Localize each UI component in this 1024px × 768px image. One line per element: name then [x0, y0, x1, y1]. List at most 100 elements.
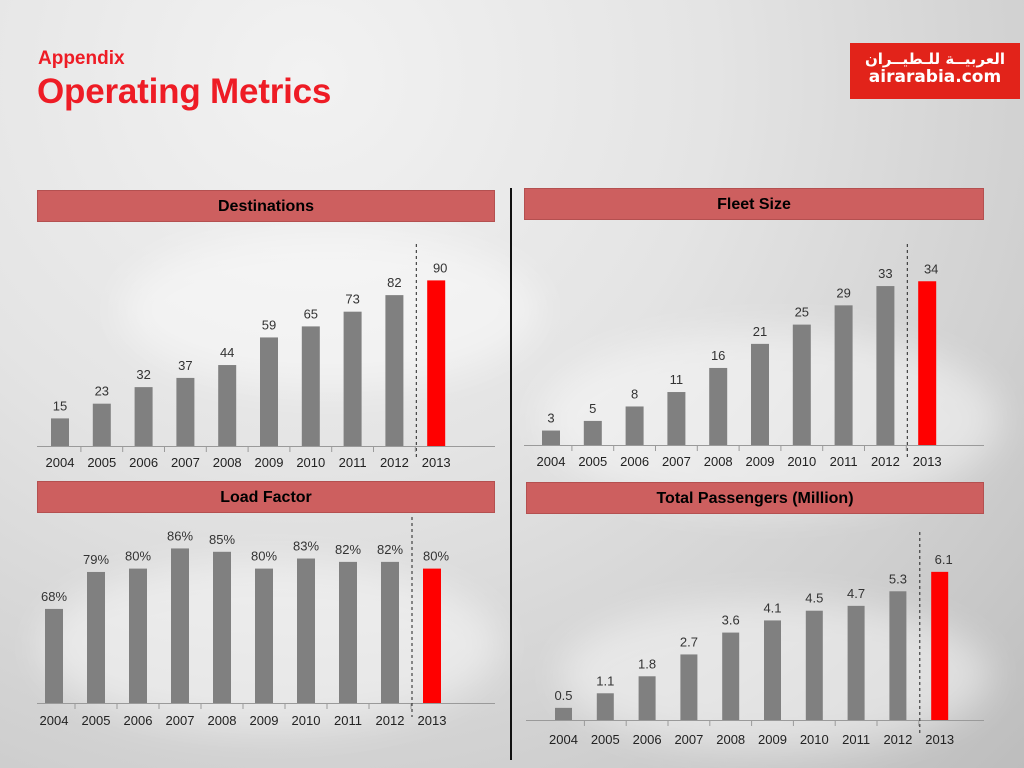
bar [213, 551, 231, 703]
bar [339, 561, 357, 703]
bar [583, 420, 602, 445]
vertical-divider [510, 188, 512, 760]
x-tick-label: 2008 [208, 713, 237, 728]
bar [847, 605, 865, 720]
x-tick-label: 2008 [213, 455, 242, 470]
logo-arabic-text: العربيــة للـطيــران [864, 50, 1006, 68]
data-label: 59 [262, 317, 276, 332]
data-label: 16 [711, 348, 725, 363]
bar [134, 387, 153, 446]
bar [638, 676, 656, 720]
bar [751, 343, 769, 445]
x-tick-label: 2012 [376, 713, 405, 728]
bar [709, 367, 728, 445]
data-label: 0.5 [554, 688, 572, 703]
data-label: 80% [251, 549, 277, 564]
x-tick-label: 2006 [129, 455, 158, 470]
data-label: 4.1 [763, 600, 781, 615]
data-label: 85% [209, 532, 235, 547]
x-tick-label: 2004 [549, 732, 578, 747]
data-label: 5 [589, 401, 596, 416]
x-tick-label: 2010 [296, 455, 325, 470]
x-tick-label: 2009 [255, 455, 284, 470]
data-label: 4.7 [847, 586, 865, 601]
bar [260, 337, 278, 446]
bar-highlight [427, 280, 446, 446]
x-tick-label: 2005 [591, 732, 620, 747]
bar [45, 608, 63, 703]
x-tick-label: 2006 [633, 732, 662, 747]
data-label: 37 [178, 358, 192, 373]
x-tick-label: 2012 [380, 455, 409, 470]
x-tick-label: 2013 [422, 455, 451, 470]
data-label: 90 [433, 260, 447, 275]
bar [876, 286, 895, 445]
data-label: 80% [125, 549, 151, 564]
load-factor-header: Load Factor [37, 481, 495, 513]
bar-highlight [423, 568, 441, 703]
data-label: 32 [136, 367, 150, 382]
bar [51, 418, 69, 446]
x-tick-label: 2011 [339, 455, 367, 470]
bar [129, 568, 147, 703]
data-label: 82 [387, 275, 401, 290]
x-tick-label: 2008 [704, 454, 733, 469]
bar [297, 558, 315, 703]
bar-highlight [931, 571, 949, 720]
x-tick-label: 2004 [40, 713, 69, 728]
data-label: 79% [83, 552, 109, 567]
background-cloud [120, 230, 540, 390]
bar [542, 430, 560, 445]
data-label: 86% [167, 528, 193, 543]
logo-text: airarabia.com [868, 67, 1002, 87]
fleet-size-chart: 3 2004 5 2005 8 2006 11 2007 16 2008 21 2009 25 2010 2… [524, 244, 984, 469]
bar [680, 654, 698, 720]
x-tick-label: 2007 [166, 713, 195, 728]
bar [92, 403, 111, 446]
bar [722, 632, 740, 720]
data-label: 3 [547, 411, 554, 426]
data-label: 83% [293, 539, 319, 554]
x-tick-label: 2013 [913, 454, 942, 469]
x-tick-label: 2005 [578, 454, 607, 469]
page-title: Operating Metrics [37, 72, 332, 111]
x-tick-label: 2005 [87, 455, 116, 470]
destinations-header: Destinations [37, 190, 495, 222]
x-tick-label: 2010 [292, 713, 321, 728]
bar [381, 561, 399, 703]
bar [385, 295, 404, 446]
bar [792, 324, 811, 445]
x-tick-label: 2007 [674, 732, 703, 747]
x-tick-label: 2011 [334, 713, 362, 728]
data-label: 15 [53, 398, 67, 413]
data-label: 3.6 [722, 613, 740, 628]
x-tick-label: 2013 [418, 713, 447, 728]
x-tick-label: 2004 [537, 454, 566, 469]
x-tick-label: 2007 [171, 455, 200, 470]
data-label: 82% [377, 542, 403, 557]
x-tick-label: 2013 [925, 732, 954, 747]
bar [171, 548, 189, 703]
x-tick-label: 2006 [124, 713, 153, 728]
data-label: 8 [631, 386, 638, 401]
total-passengers-header: Total Passengers (Million) [526, 482, 984, 514]
destinations-chart: 15 2004 23 2005 32 2006 37 2007 44 2008 59 2009 65 20… [37, 244, 495, 470]
bar [255, 568, 273, 703]
data-label: 23 [95, 384, 109, 399]
data-label: 5.3 [889, 571, 907, 586]
data-label: 2.7 [680, 634, 698, 649]
bar [834, 305, 853, 445]
bar [625, 406, 644, 445]
total-passengers-chart: 0.5 2004 1.1 2005 1.8 2006 2.7 2007 3.6 2008 4.1 20… [526, 532, 984, 747]
data-label: 11 [670, 372, 684, 387]
bar [87, 571, 105, 703]
x-tick-label: 2011 [842, 732, 870, 747]
bar [555, 707, 572, 720]
x-tick-label: 2006 [620, 454, 649, 469]
data-label: 1.1 [596, 673, 614, 688]
data-label: 80% [423, 549, 449, 564]
x-tick-label: 2011 [830, 454, 858, 469]
air-arabia-logo: العربيــة للـطيــران airarabia.com [850, 43, 1020, 99]
bar [343, 311, 362, 446]
x-tick-label: 2009 [250, 713, 279, 728]
